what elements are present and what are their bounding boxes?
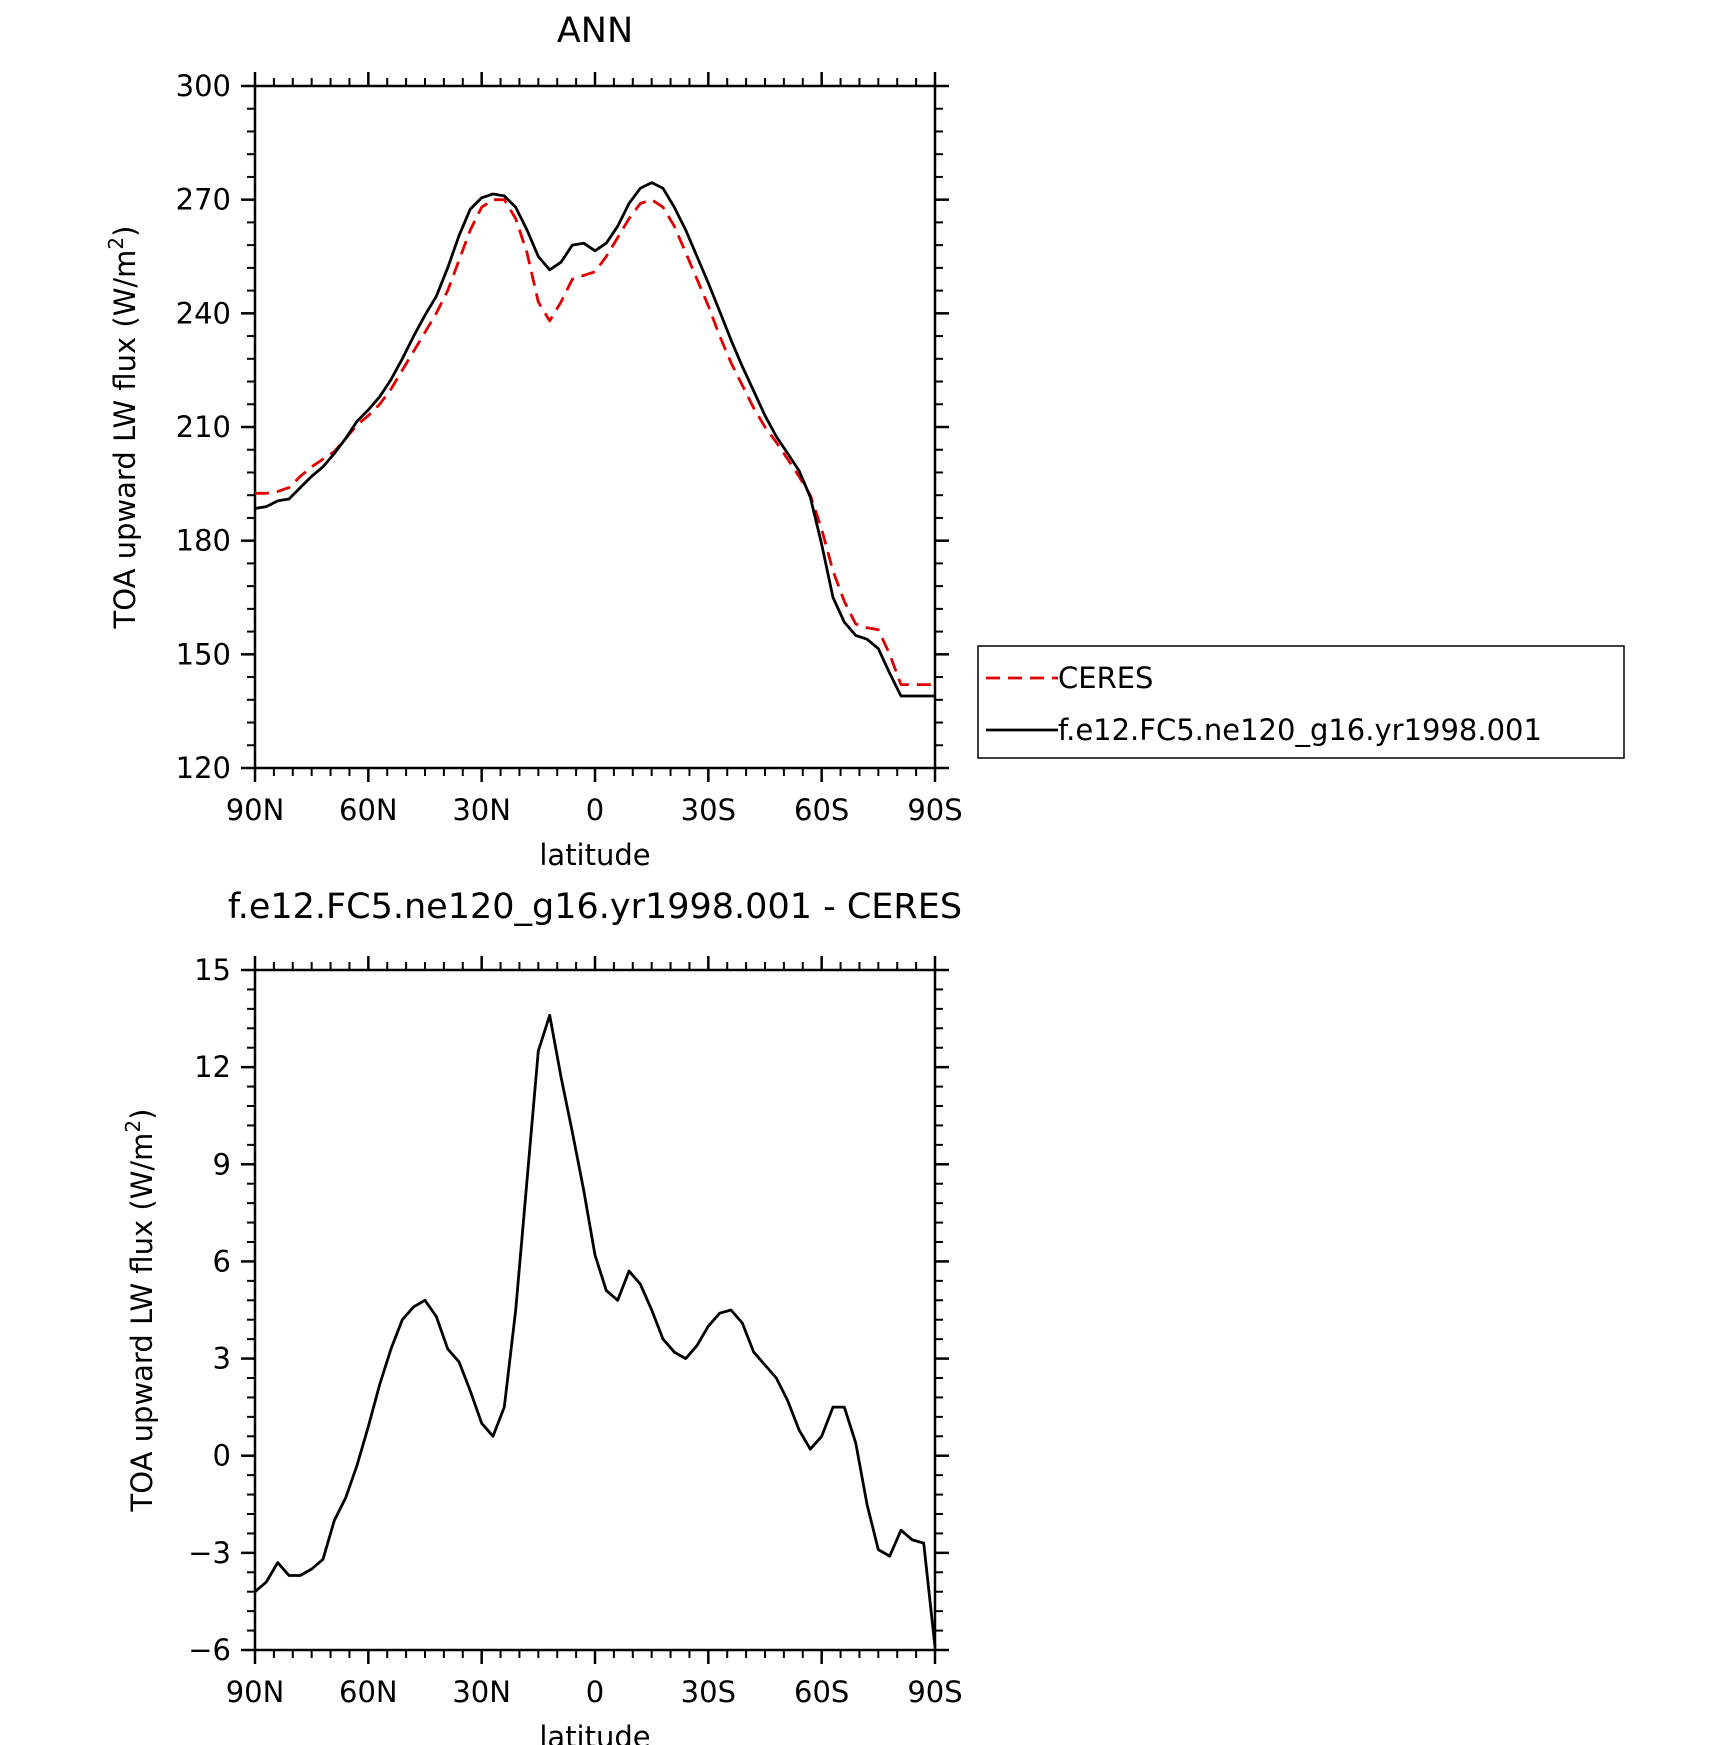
y-axis-title: TOA upward LW flux (W/m2): [121, 1109, 159, 1513]
legend-label-0: CERES: [1058, 661, 1153, 695]
series-line-0: [254, 1013, 937, 1647]
x-axis-title: latitude: [539, 1720, 650, 1745]
y-tick-label: 0: [213, 1439, 231, 1473]
y-tick-label: 180: [176, 524, 231, 558]
y-tick-label: 3: [213, 1342, 231, 1376]
y-tick-label: 6: [213, 1244, 231, 1278]
series-line-1: [254, 181, 935, 698]
x-tick-label: 30N: [452, 793, 511, 827]
x-tick-label: 60S: [794, 1675, 849, 1709]
y-tick-label: 150: [176, 637, 231, 671]
chart-title: ANN: [557, 11, 633, 51]
y-tick-label: 240: [176, 296, 231, 330]
y-tick-label: 270: [176, 183, 231, 217]
legend-box: [977, 645, 1625, 759]
x-tick-label: 60S: [794, 793, 849, 827]
chart-top: ANN 90N 60N 30N 0 30S 60S 90S 120 150 180 210 240 270…: [104, 11, 1625, 872]
y-tick-label: 300: [176, 69, 231, 103]
x-tick-label: 0: [586, 793, 604, 827]
x-axis-title: latitude: [539, 838, 650, 872]
plot-frame: [253, 968, 937, 1652]
x-tick-label: 90S: [907, 793, 962, 827]
series-line-0: [255, 198, 935, 686]
x-tick-label: 90S: [907, 1675, 962, 1709]
plot-frame: [253, 84, 937, 770]
y-tick-label: 9: [213, 1147, 231, 1181]
y-tick-label: 15: [194, 953, 231, 987]
legend: CERES f.e12.FC5.ne120_g16.yr1998.001: [977, 645, 1625, 759]
y-axis-title-text: TOA upward LW flux (W/m: [108, 250, 142, 630]
x-tick-label: 0: [586, 1675, 604, 1709]
y-tick-label: 210: [176, 410, 231, 444]
y-tick-label: −6: [188, 1633, 231, 1667]
y-axis-title-close: ): [108, 226, 142, 237]
y-axis-title: TOA upward LW flux (W/m2): [104, 226, 142, 630]
x-tick-label: 90N: [226, 793, 285, 827]
x-tick-label: 30N: [452, 1675, 511, 1709]
y-axis-title-close: ): [125, 1109, 159, 1120]
y-axis-title-text: TOA upward LW flux (W/m: [125, 1133, 159, 1513]
x-tick-label: 30S: [681, 793, 736, 827]
y-axis-title-superscript: 2: [104, 237, 128, 250]
legend-label-1: f.e12.FC5.ne120_g16.yr1998.001: [1058, 713, 1542, 747]
chart-bottom: f.e12.FC5.ne120_g16.yr1998.001 - CERES90…: [121, 887, 963, 1745]
y-axis-title-superscript: 2: [121, 1120, 145, 1133]
x-tick-label: 90N: [226, 1675, 285, 1709]
x-tick-label: 60N: [339, 793, 398, 827]
y-tick-label: −3: [188, 1536, 231, 1570]
x-tick-label: 30S: [681, 1675, 736, 1709]
y-tick-label: 120: [176, 751, 231, 785]
x-tick-label: 60N: [339, 1675, 398, 1709]
y-tick-label: 12: [194, 1050, 231, 1084]
chart-title: f.e12.FC5.ne120_g16.yr1998.001 - CERES: [228, 887, 962, 927]
